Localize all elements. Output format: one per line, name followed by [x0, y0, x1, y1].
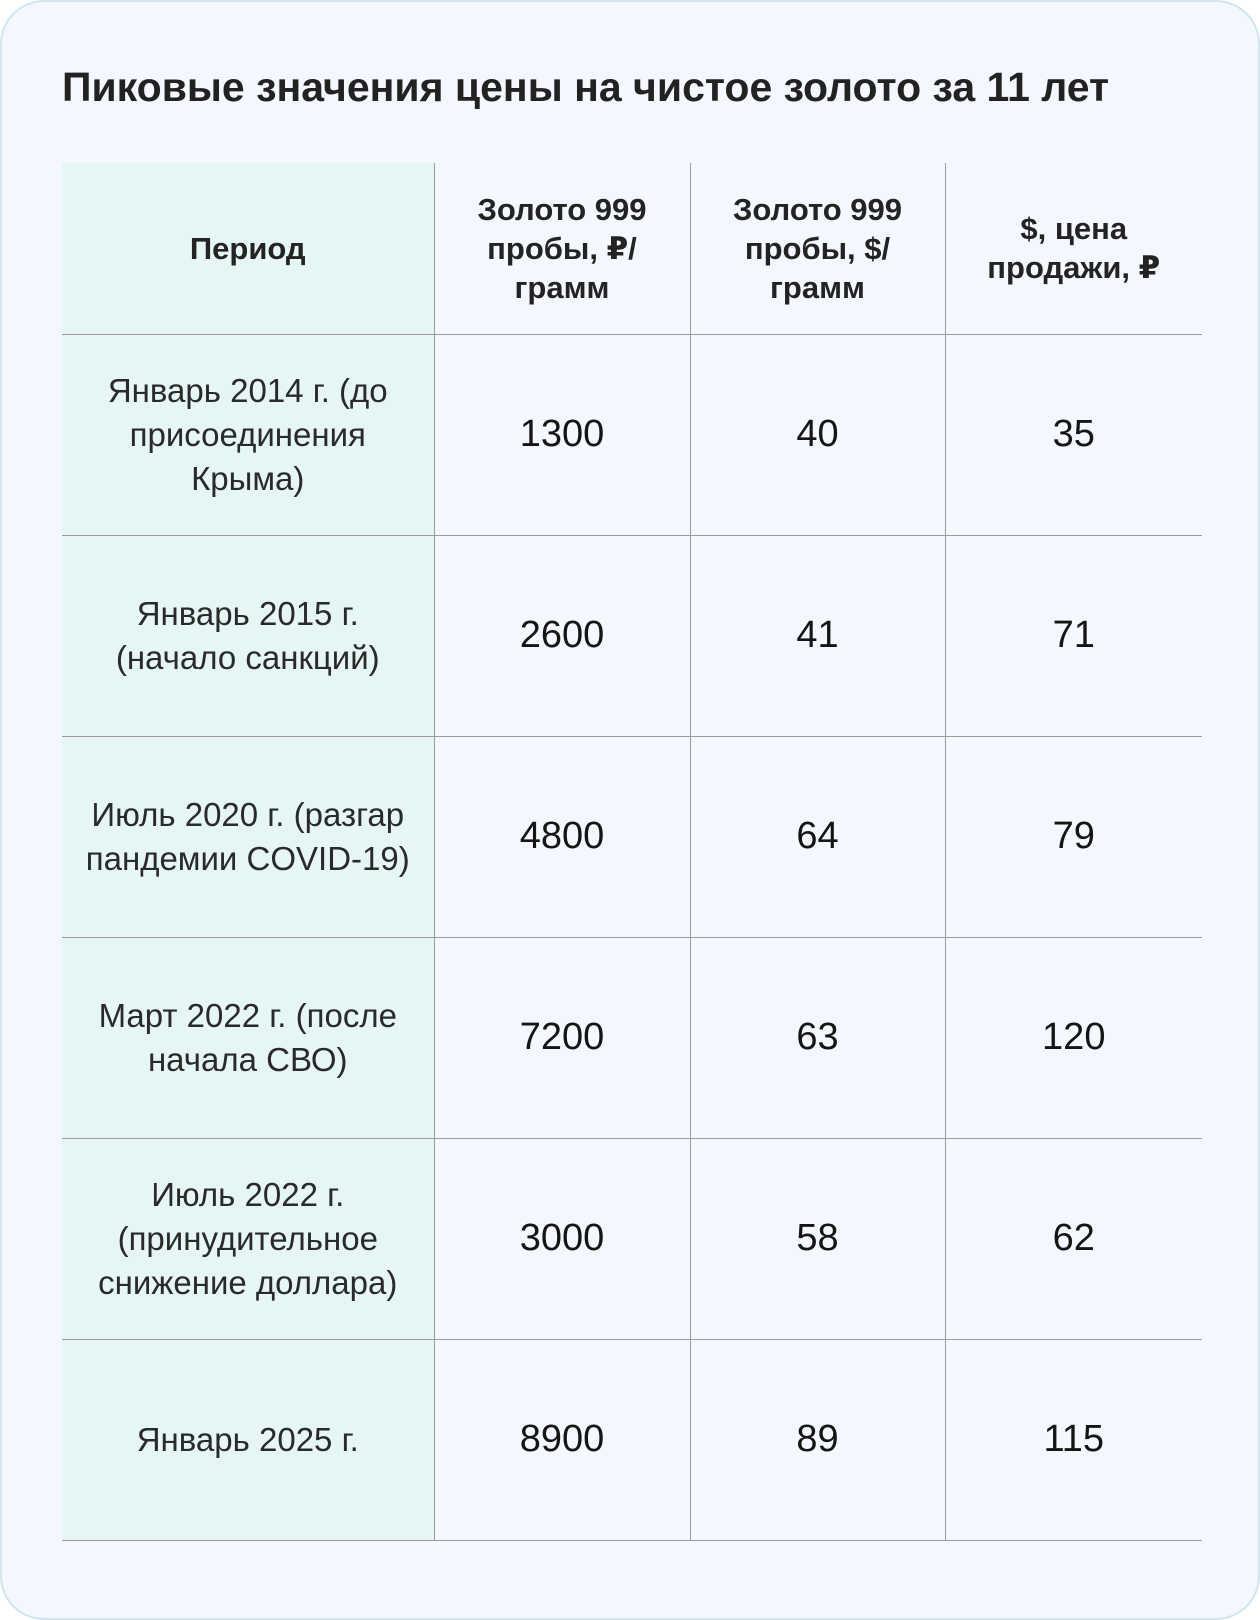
- usd-rate-cell: 71: [944, 535, 1202, 737]
- gold-price-table: Период Золото 999 пробы, ₽/грамм Золото …: [62, 163, 1202, 1541]
- period-cell: Январь 2015 г. (начало санкций): [62, 535, 434, 737]
- table-row: Июль 2020 г. (разгар пандемии COVID-19) …: [62, 736, 1202, 938]
- usd-rate-cell: 35: [944, 334, 1202, 536]
- header-period: Период: [62, 163, 434, 335]
- rub-per-gram-cell: 4800: [433, 736, 690, 938]
- table-row: Январь 2014 г. (до присоединения Крыма) …: [62, 334, 1202, 536]
- usd-per-gram-cell: 58: [689, 1138, 945, 1340]
- usd-per-gram-cell: 64: [689, 736, 945, 938]
- rub-per-gram-cell: 1300: [433, 334, 690, 536]
- table-row: Январь 2025 г. 8900 89 115: [62, 1339, 1202, 1541]
- rub-per-gram-cell: 8900: [433, 1339, 690, 1541]
- table-header-row: Период Золото 999 пробы, ₽/грамм Золото …: [62, 163, 1202, 335]
- table-row: Январь 2015 г. (начало санкций) 2600 41 …: [62, 535, 1202, 737]
- period-cell: Январь 2014 г. (до присоединения Крыма): [62, 334, 434, 536]
- table-row: Март 2022 г. (после начала СВО) 7200 63 …: [62, 937, 1202, 1139]
- table-row: Июль 2022 г. (принудительное снижение до…: [62, 1138, 1202, 1340]
- usd-rate-cell: 79: [944, 736, 1202, 938]
- period-cell: Январь 2025 г.: [62, 1339, 434, 1541]
- usd-per-gram-cell: 63: [689, 937, 945, 1139]
- usd-rate-cell: 62: [944, 1138, 1202, 1340]
- page-title: Пиковые значения цены на чистое золото з…: [62, 64, 1110, 110]
- usd-rate-cell: 120: [944, 937, 1202, 1139]
- usd-per-gram-cell: 40: [689, 334, 945, 536]
- rub-per-gram-cell: 3000: [433, 1138, 690, 1340]
- period-cell: Июль 2020 г. (разгар пандемии COVID-19): [62, 736, 434, 938]
- usd-per-gram-cell: 89: [689, 1339, 945, 1541]
- period-cell: Июль 2022 г. (принудительное снижение до…: [62, 1138, 434, 1340]
- usd-per-gram-cell: 41: [689, 535, 945, 737]
- header-usd-rate: $, цена продажи, ₽: [944, 163, 1202, 335]
- rub-per-gram-cell: 7200: [433, 937, 690, 1139]
- period-cell: Март 2022 г. (после начала СВО): [62, 937, 434, 1139]
- header-rub-per-gram: Золото 999 пробы, ₽/грамм: [433, 163, 690, 335]
- rub-per-gram-cell: 2600: [433, 535, 690, 737]
- usd-rate-cell: 115: [944, 1339, 1202, 1541]
- header-usd-per-gram: Золото 999 пробы, $/грамм: [689, 163, 945, 335]
